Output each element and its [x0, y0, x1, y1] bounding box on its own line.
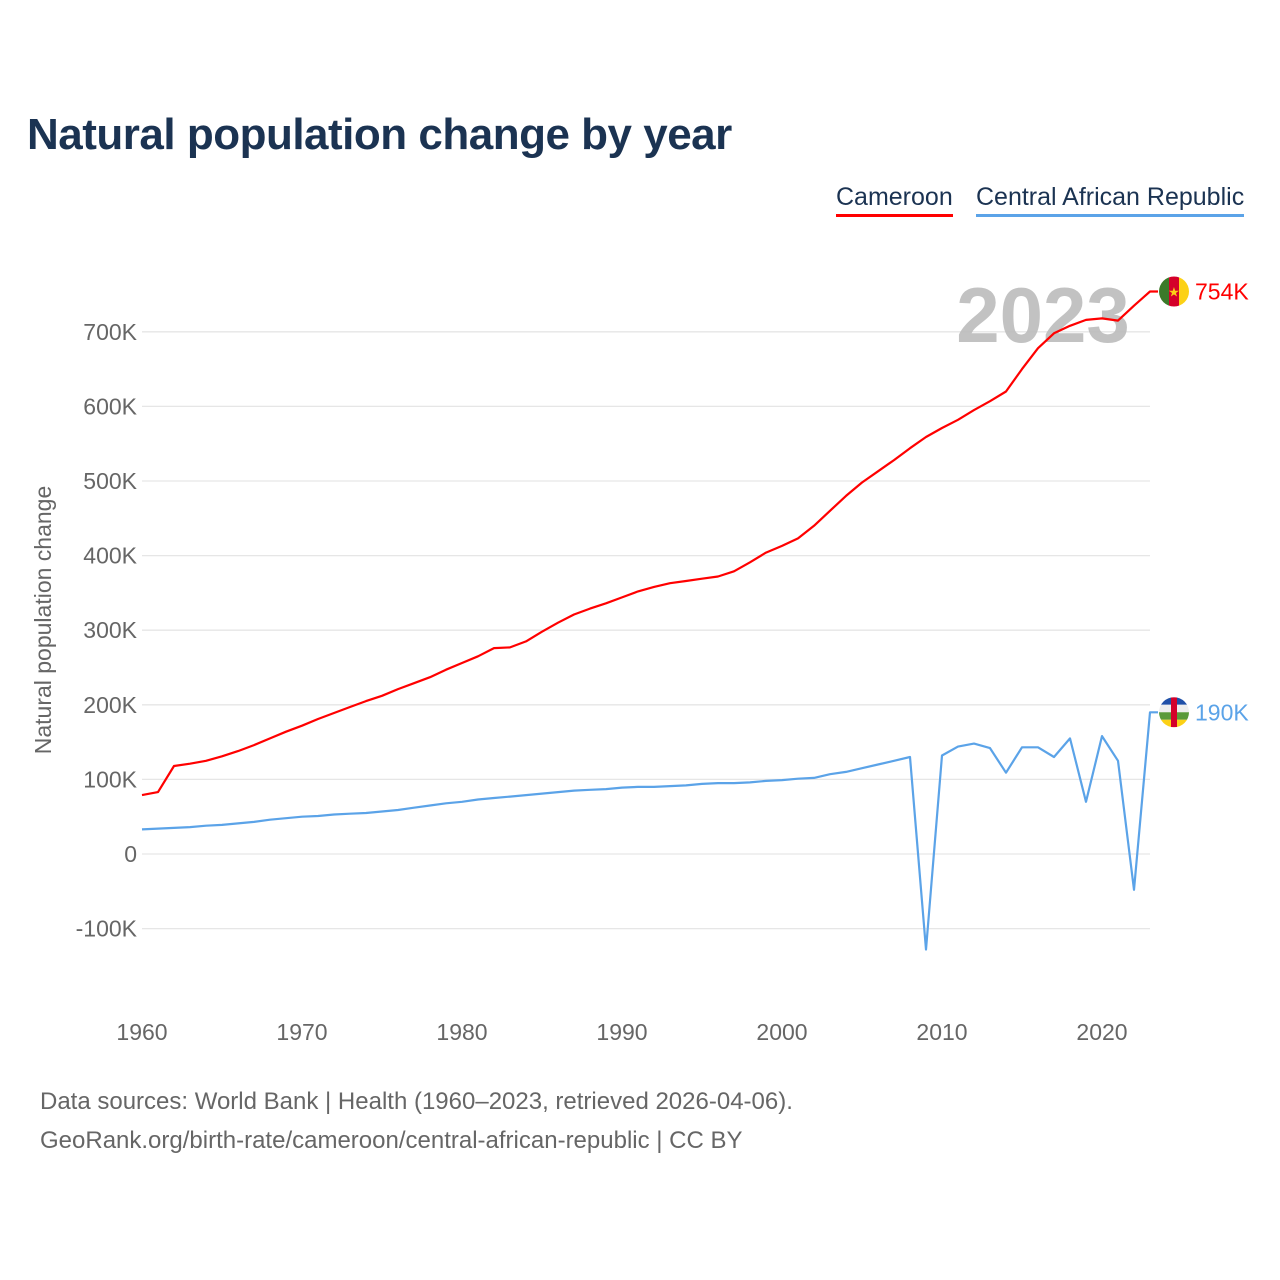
- flag-icon-0: ★: [1159, 276, 1189, 307]
- y-tick-label: 700K: [83, 319, 137, 345]
- y-tick-label: 400K: [83, 543, 137, 569]
- series-line-0: [141, 290, 1158, 797]
- y-tick-label: 600K: [83, 393, 137, 419]
- series-line-1: [141, 711, 1158, 951]
- end-value-label-0: 754K: [1195, 279, 1249, 305]
- x-tick-label: 1990: [596, 1019, 647, 1045]
- source-line-1: Data sources: World Bank | Health (1960–…: [40, 1088, 793, 1115]
- svg-text:★: ★: [1168, 285, 1180, 300]
- legend-cameroon[interactable]: Cameroon: [836, 183, 953, 217]
- y-tick-label: -100K: [76, 916, 138, 942]
- source-line-2[interactable]: GeoRank.org/birth-rate/cameroon/central-…: [40, 1127, 743, 1154]
- x-tick-label: 1960: [116, 1019, 167, 1045]
- x-tick-label: 2010: [916, 1019, 967, 1045]
- legend-central-african-republic[interactable]: Central African Republic: [976, 183, 1245, 217]
- x-tick-label: 2020: [1076, 1019, 1127, 1045]
- y-tick-label: 300K: [83, 617, 137, 643]
- y-axis-label: Natural population change: [30, 486, 56, 755]
- chart-title: Natural population change by year: [27, 110, 732, 159]
- end-value-label-1: 190K: [1195, 699, 1249, 725]
- year-watermark: 2023: [956, 271, 1130, 359]
- y-tick-label: 0: [124, 841, 137, 867]
- y-tick-label: 500K: [83, 468, 137, 494]
- y-tick-label: 200K: [83, 692, 137, 718]
- y-tick-label: 100K: [83, 766, 137, 792]
- flag-icon-1: [1159, 697, 1189, 728]
- x-tick-label: 1980: [436, 1019, 487, 1045]
- x-tick-label: 1970: [276, 1019, 327, 1045]
- x-tick-label: 2000: [756, 1019, 807, 1045]
